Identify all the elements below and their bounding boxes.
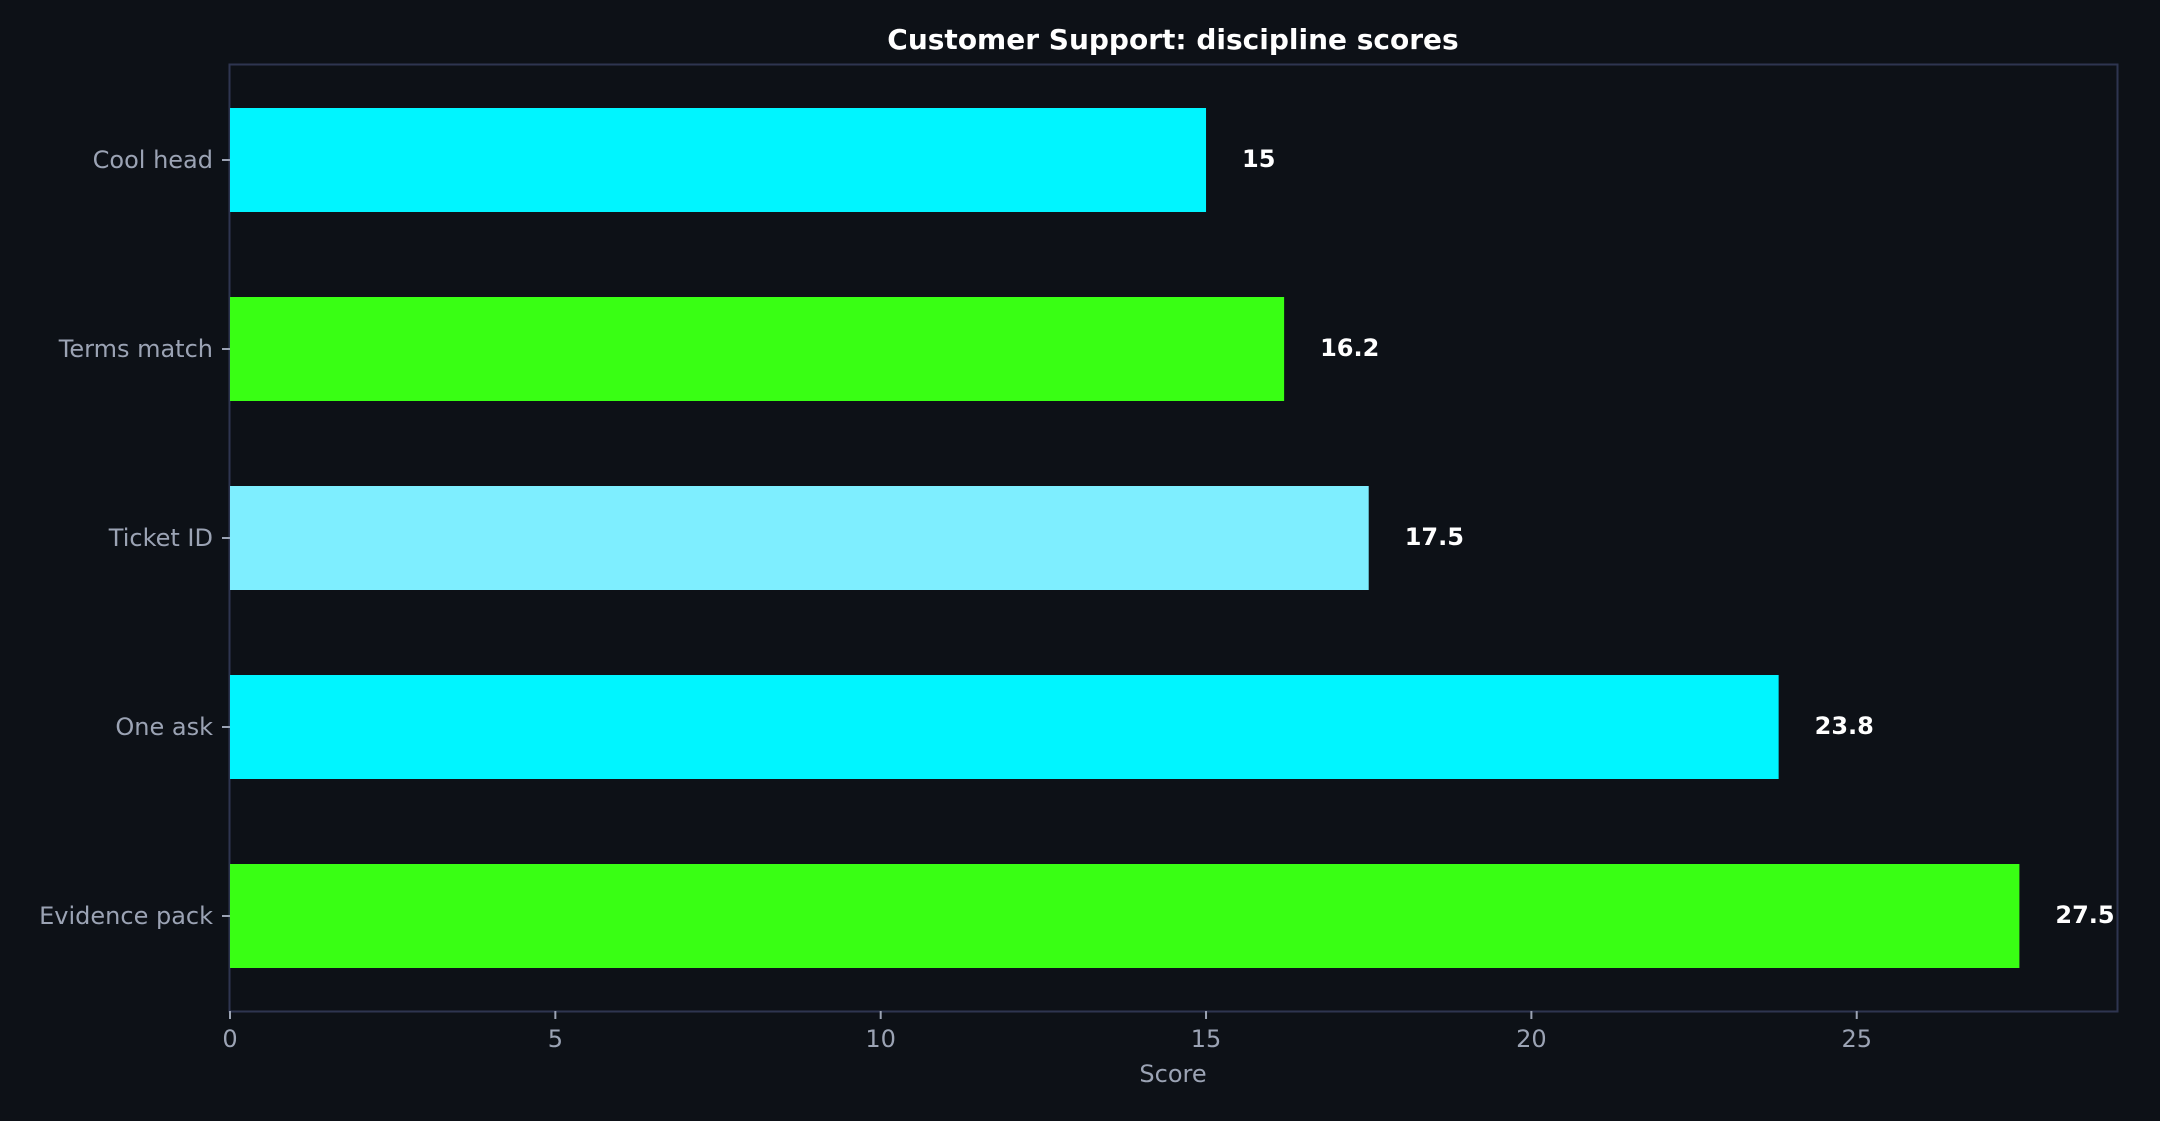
bars-layer — [230, 108, 2020, 968]
x-axis-title: Score — [1139, 1060, 1206, 1088]
x-tick-label: 25 — [1841, 1025, 1872, 1053]
x-tick-label: 15 — [1191, 1025, 1222, 1053]
bar — [230, 864, 2020, 968]
data-label: 27.5 — [2055, 901, 2114, 929]
data-label: 23.8 — [1815, 712, 1874, 740]
x-tick-label: 5 — [548, 1025, 563, 1053]
bar — [230, 486, 1369, 590]
y-tick-label: Terms match — [58, 335, 213, 363]
y-tick-label: Evidence pack — [39, 902, 213, 930]
bar — [230, 675, 1779, 779]
bar — [230, 297, 1285, 401]
bar — [230, 108, 1207, 212]
value-labels: 15 16.2 17.5 23.8 27.5 — [1242, 145, 2115, 929]
data-label: 16.2 — [1320, 334, 1379, 362]
data-label: 15 — [1242, 145, 1275, 173]
y-tick-label: Cool head — [93, 146, 213, 174]
x-axis: 0 5 10 15 20 25 — [222, 1011, 1872, 1053]
x-tick-label: 0 — [222, 1025, 237, 1053]
y-axis-labels: Cool head Terms match Ticket ID One ask Evid… — [39, 146, 230, 930]
y-tick-label: One ask — [115, 713, 213, 741]
chart-title: Customer Support: discipline scores — [887, 23, 1458, 56]
y-tick-label: Ticket ID — [108, 524, 213, 552]
data-label: 17.5 — [1405, 523, 1464, 551]
x-tick-label: 20 — [1516, 1025, 1547, 1053]
x-tick-label: 10 — [865, 1025, 896, 1053]
